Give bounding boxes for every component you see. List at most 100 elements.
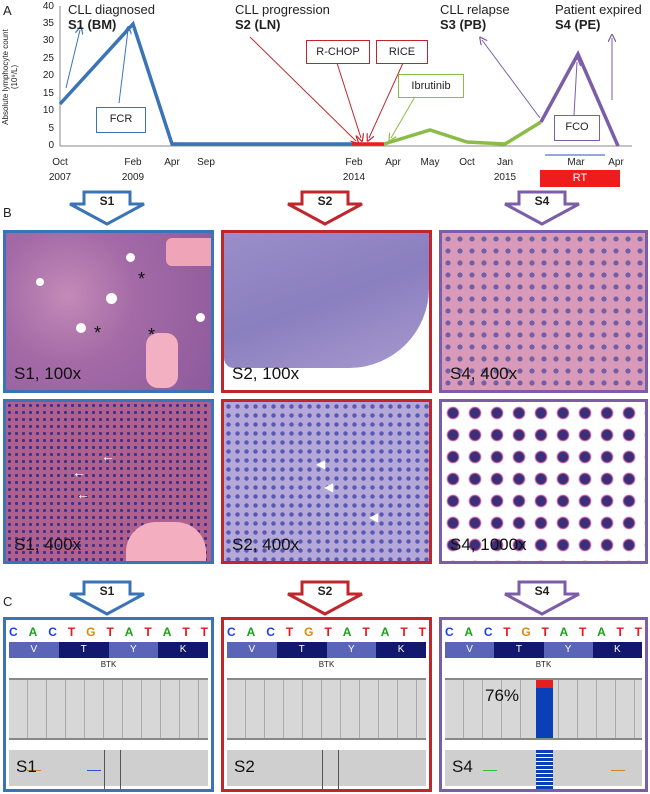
amino-acid-2: Y — [543, 642, 593, 658]
amino-acid-2: Y — [108, 642, 159, 658]
y-axis-label: Absolute lymphocyte count (10⁹/L) — [1, 29, 19, 125]
amino-acid-0: V — [445, 642, 495, 658]
base-3: T — [285, 625, 294, 639]
base-9: T — [182, 625, 190, 639]
tissue-feature — [146, 333, 178, 388]
x-tick: Oct — [459, 157, 475, 168]
gene-label: BTK — [100, 660, 117, 669]
base-4: G — [304, 625, 314, 639]
fat-vacuole — [36, 278, 44, 286]
base-9: T — [616, 625, 624, 639]
histology-s4-1000x: S4, 1000x — [439, 399, 648, 564]
arrow-label-s4: S4 — [534, 584, 550, 598]
gene-label: BTK — [535, 660, 552, 669]
treatment-ibrutinib: Ibrutinib — [398, 74, 464, 98]
arrow-label-s1: S1 — [99, 194, 115, 208]
x-tick: Apr — [608, 157, 624, 168]
panel-letter-a: A — [3, 3, 12, 18]
variant-coverage-bar — [536, 680, 553, 738]
base-5: T — [324, 625, 332, 639]
base-2: C — [266, 625, 275, 639]
event-s3: CLL relapse S3 (PB) — [440, 2, 510, 32]
histology-s2-100x: S2, 100x — [221, 230, 432, 393]
arrow-shape-s1 — [69, 190, 145, 226]
amino-acid-1: T — [494, 642, 544, 658]
x-tick: Feb 2014 — [342, 157, 366, 183]
igv-caption: S2 — [234, 757, 255, 776]
base-5: T — [106, 625, 114, 639]
treatment-rchop: R-CHOP — [306, 40, 370, 64]
y-tick: 0 — [48, 140, 54, 151]
base-5: T — [541, 625, 549, 639]
histology-s2-400x: ◀ ◀ ◀ S2, 400x — [221, 399, 432, 564]
base-0: C — [445, 625, 454, 639]
histology-s1-400x: ← ← ← S1, 400x — [3, 399, 214, 564]
x-tick: Feb 2009 — [121, 157, 145, 183]
arrow-fcr — [118, 30, 128, 104]
treatment-rice: RICE — [376, 40, 428, 64]
base-9: T — [400, 625, 408, 639]
x-tick: Apr — [164, 157, 180, 168]
histology-caption: S4, 400x — [450, 364, 518, 383]
base-7: T — [362, 625, 370, 639]
arrow-fco — [574, 62, 577, 116]
arrow-shape-s2 — [287, 190, 363, 226]
amino-acid-1: T — [58, 642, 109, 658]
tissue-feature — [126, 522, 206, 561]
amino-acid-2: Y — [326, 642, 377, 658]
base-4: G — [521, 625, 531, 639]
tissue-feature — [166, 238, 211, 266]
event-s2: CLL progression S2 (LN) — [235, 2, 330, 32]
base-3: T — [67, 625, 76, 639]
arrow-s2 — [249, 36, 356, 141]
arrow-label-s1: S1 — [99, 584, 115, 598]
histology-caption: S1, 100x — [14, 364, 82, 383]
histology-caption: S2, 100x — [232, 364, 300, 383]
fat-vacuole — [76, 323, 86, 333]
base-1: A — [246, 625, 256, 639]
panel-letter-b: B — [3, 205, 12, 220]
x-tick: Apr — [385, 157, 401, 168]
read-pileup — [9, 678, 208, 740]
base-6: A — [559, 625, 569, 639]
timeline-panel: Absolute lymphocyte count (10⁹/L) 0 5 10… — [0, 0, 650, 200]
sample-arrows-c — [69, 580, 580, 616]
base-1: A — [464, 625, 474, 639]
amino-acid-3: K — [158, 642, 208, 658]
igv-caption: S4 — [452, 757, 473, 776]
alignment-track — [9, 750, 208, 789]
x-tick: Oct 2007 — [48, 157, 72, 183]
sample-arrows-b — [69, 190, 580, 226]
histology-caption: S2, 400x — [232, 535, 300, 554]
base-10: T — [634, 625, 642, 639]
y-tick: 40 — [42, 1, 54, 12]
alc-line-s1-phase — [58, 20, 352, 146]
arrow-rice — [369, 62, 404, 138]
y-tick: 35 — [42, 18, 54, 29]
base-3: T — [503, 625, 511, 639]
x-tick: Sep — [197, 157, 215, 168]
read-pileup — [227, 678, 426, 740]
variant-reads — [536, 750, 553, 789]
gene-label: BTK — [318, 660, 335, 669]
base-8: A — [162, 625, 172, 639]
base-10: T — [200, 625, 208, 639]
fat-vacuole — [106, 293, 117, 304]
base-7: T — [144, 625, 152, 639]
amino-acid-0: V — [9, 642, 59, 658]
base-7: T — [578, 625, 587, 639]
read-pileup: 76% — [445, 678, 642, 740]
fat-vacuole — [126, 253, 135, 262]
variant-allele-frequency: 76% — [485, 686, 520, 705]
arrow-rchop — [336, 62, 361, 138]
base-10: T — [418, 625, 426, 639]
treatment-fco: FCO — [554, 115, 600, 141]
treatment-fcr: FCR — [96, 107, 146, 133]
